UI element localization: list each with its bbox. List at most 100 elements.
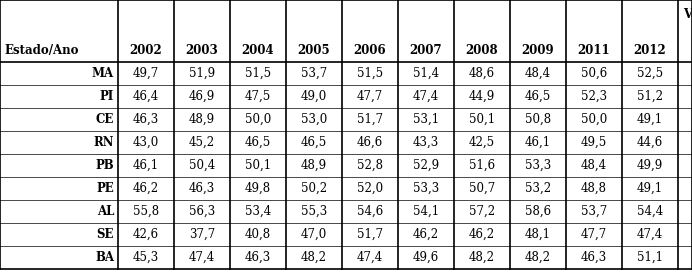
Text: 58,6: 58,6 xyxy=(525,205,551,218)
Text: 49,9: 49,9 xyxy=(637,159,663,172)
Text: 49,7: 49,7 xyxy=(133,67,159,80)
Text: 46,2: 46,2 xyxy=(469,228,495,241)
Text: 47,7: 47,7 xyxy=(581,228,607,241)
Text: 51,7: 51,7 xyxy=(357,113,383,126)
Text: 50,6: 50,6 xyxy=(581,67,607,80)
Text: 51,4: 51,4 xyxy=(413,67,439,80)
Text: 45,3: 45,3 xyxy=(133,251,159,264)
Text: 47,5: 47,5 xyxy=(245,90,271,103)
Text: 48,4: 48,4 xyxy=(581,159,607,172)
Text: 50,4: 50,4 xyxy=(189,159,215,172)
Text: 50,1: 50,1 xyxy=(245,159,271,172)
Text: 45,2: 45,2 xyxy=(189,136,215,149)
Text: 53,2: 53,2 xyxy=(525,182,551,195)
Text: 53,7: 53,7 xyxy=(301,67,327,80)
Text: 46,3: 46,3 xyxy=(581,251,607,264)
Text: 53,3: 53,3 xyxy=(525,159,551,172)
Text: 47,0: 47,0 xyxy=(301,228,327,241)
Text: 46,3: 46,3 xyxy=(189,182,215,195)
Text: 51,1: 51,1 xyxy=(637,251,663,264)
Text: MA: MA xyxy=(92,67,114,80)
Text: 55,3: 55,3 xyxy=(301,205,327,218)
Text: 50,8: 50,8 xyxy=(525,113,551,126)
Text: 46,4: 46,4 xyxy=(133,90,159,103)
Text: 2009: 2009 xyxy=(522,44,554,57)
Text: 46,5: 46,5 xyxy=(525,90,551,103)
Text: 2012: 2012 xyxy=(634,44,666,57)
Text: 40,8: 40,8 xyxy=(245,228,271,241)
Text: 43,0: 43,0 xyxy=(133,136,159,149)
Text: 48,9: 48,9 xyxy=(189,113,215,126)
Text: 53,0: 53,0 xyxy=(301,113,327,126)
Text: 46,6: 46,6 xyxy=(357,136,383,149)
Text: 54,6: 54,6 xyxy=(357,205,383,218)
Text: 47,4: 47,4 xyxy=(189,251,215,264)
Text: CE: CE xyxy=(95,113,114,126)
Text: 50,0: 50,0 xyxy=(245,113,271,126)
Text: 42,5: 42,5 xyxy=(469,136,495,149)
Text: 44,9: 44,9 xyxy=(469,90,495,103)
Text: 48,4: 48,4 xyxy=(525,67,551,80)
Text: 46,1: 46,1 xyxy=(525,136,551,149)
Text: 46,5: 46,5 xyxy=(245,136,271,149)
Text: 46,3: 46,3 xyxy=(133,113,159,126)
Text: 51,6: 51,6 xyxy=(469,159,495,172)
Text: 48,9: 48,9 xyxy=(301,159,327,172)
Text: PI: PI xyxy=(100,90,114,103)
Text: 2006: 2006 xyxy=(354,44,386,57)
Text: 47,4: 47,4 xyxy=(637,228,663,241)
Text: 2007: 2007 xyxy=(410,44,442,57)
Text: 48,6: 48,6 xyxy=(469,67,495,80)
Text: PB: PB xyxy=(95,159,114,172)
Text: 50,2: 50,2 xyxy=(301,182,327,195)
Text: 48,2: 48,2 xyxy=(301,251,327,264)
Text: 46,5: 46,5 xyxy=(301,136,327,149)
Text: 56,3: 56,3 xyxy=(189,205,215,218)
Text: 47,7: 47,7 xyxy=(357,90,383,103)
Text: 52,0: 52,0 xyxy=(357,182,383,195)
Text: 51,7: 51,7 xyxy=(357,228,383,241)
Text: 49,1: 49,1 xyxy=(637,113,663,126)
Text: 2003: 2003 xyxy=(185,44,219,57)
Text: 49,5: 49,5 xyxy=(581,136,607,149)
Text: 55,8: 55,8 xyxy=(133,205,159,218)
Text: RN: RN xyxy=(93,136,114,149)
Text: 51,9: 51,9 xyxy=(189,67,215,80)
Text: 2002: 2002 xyxy=(129,44,163,57)
Text: 2011: 2011 xyxy=(578,44,610,57)
Text: 51,2: 51,2 xyxy=(637,90,663,103)
Text: 37,7: 37,7 xyxy=(189,228,215,241)
Text: 49,0: 49,0 xyxy=(301,90,327,103)
Text: 49,8: 49,8 xyxy=(245,182,271,195)
Text: PE: PE xyxy=(96,182,114,195)
Text: 2005: 2005 xyxy=(298,44,330,57)
Text: 50,1: 50,1 xyxy=(469,113,495,126)
Text: 51,5: 51,5 xyxy=(245,67,271,80)
Text: AL: AL xyxy=(97,205,114,218)
Text: 44,6: 44,6 xyxy=(637,136,663,149)
Text: 47,4: 47,4 xyxy=(413,90,439,103)
Text: 50,7: 50,7 xyxy=(469,182,495,195)
Text: 47,4: 47,4 xyxy=(357,251,383,264)
Text: 52,8: 52,8 xyxy=(357,159,383,172)
Text: 54,4: 54,4 xyxy=(637,205,663,218)
Text: 46,3: 46,3 xyxy=(245,251,271,264)
Text: BA: BA xyxy=(95,251,114,264)
Text: Var 2002-
2012
(%): Var 2002- 2012 (%) xyxy=(683,7,692,54)
Text: 46,2: 46,2 xyxy=(413,228,439,241)
Text: 49,1: 49,1 xyxy=(637,182,663,195)
Text: 57,2: 57,2 xyxy=(469,205,495,218)
Text: 53,4: 53,4 xyxy=(245,205,271,218)
Text: 46,1: 46,1 xyxy=(133,159,159,172)
Text: 52,5: 52,5 xyxy=(637,67,663,80)
Text: 53,7: 53,7 xyxy=(581,205,607,218)
Text: 2008: 2008 xyxy=(466,44,498,57)
Text: 52,9: 52,9 xyxy=(413,159,439,172)
Text: 53,1: 53,1 xyxy=(413,113,439,126)
Text: 46,9: 46,9 xyxy=(189,90,215,103)
Text: 51,5: 51,5 xyxy=(357,67,383,80)
Text: 48,2: 48,2 xyxy=(525,251,551,264)
Text: 48,1: 48,1 xyxy=(525,228,551,241)
Text: 46,2: 46,2 xyxy=(133,182,159,195)
Text: 2004: 2004 xyxy=(242,44,274,57)
